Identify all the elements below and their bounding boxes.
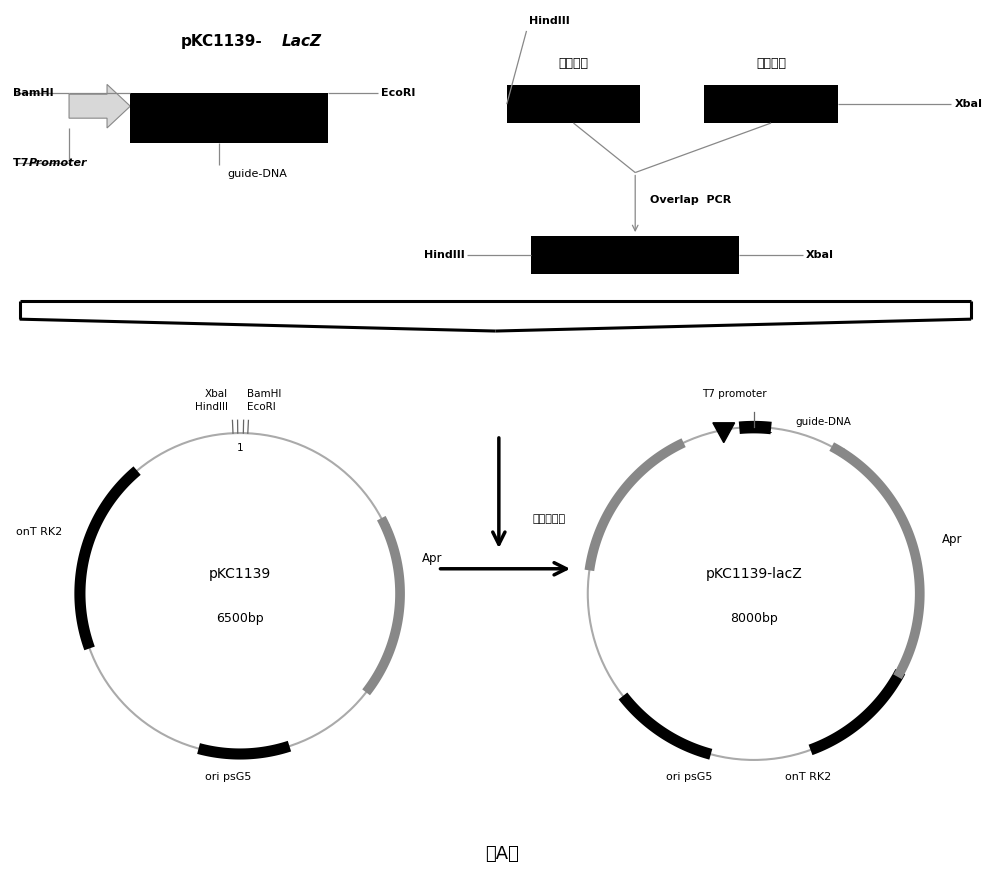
Text: EcoRI: EcoRI bbox=[247, 402, 276, 412]
Text: guide-DNA: guide-DNA bbox=[795, 417, 851, 427]
Bar bbox=[130, 93, 328, 143]
Text: Promoter: Promoter bbox=[29, 158, 87, 168]
Bar bbox=[507, 85, 640, 123]
Text: pKC1139-: pKC1139- bbox=[181, 34, 262, 49]
Text: 6500bp: 6500bp bbox=[216, 612, 264, 625]
Text: ori psG5: ori psG5 bbox=[205, 772, 251, 781]
Text: onT RK2: onT RK2 bbox=[785, 772, 831, 781]
Text: T7 promoter: T7 promoter bbox=[702, 389, 766, 400]
Text: Apr: Apr bbox=[422, 553, 442, 565]
Text: pKC1139-lacZ: pKC1139-lacZ bbox=[705, 567, 802, 581]
Text: EcoRI: EcoRI bbox=[381, 88, 416, 99]
Text: BamHI: BamHI bbox=[13, 88, 53, 99]
Polygon shape bbox=[69, 84, 130, 128]
Text: 下同源臂: 下同源臂 bbox=[756, 57, 786, 70]
Text: Overlap  PCR: Overlap PCR bbox=[650, 194, 731, 205]
Text: XbaI: XbaI bbox=[954, 99, 982, 109]
Bar bbox=[531, 236, 739, 274]
Text: Apr: Apr bbox=[941, 532, 962, 546]
Text: 上同源臂: 上同源臂 bbox=[558, 57, 588, 70]
Text: 1: 1 bbox=[237, 443, 243, 453]
Text: HindIII: HindIII bbox=[195, 402, 228, 412]
Text: ori psG5: ori psG5 bbox=[666, 772, 713, 781]
Text: 上下同源臂: 上下同源臂 bbox=[533, 514, 566, 524]
Text: BamHI: BamHI bbox=[247, 389, 281, 400]
Bar bbox=[704, 85, 838, 123]
Text: 8000bp: 8000bp bbox=[730, 612, 778, 625]
Text: HindIII: HindIII bbox=[424, 250, 464, 260]
Text: XbaI: XbaI bbox=[205, 389, 228, 400]
Text: 1: 1 bbox=[766, 425, 772, 435]
Text: XbaI: XbaI bbox=[806, 250, 834, 260]
Text: pKC1139: pKC1139 bbox=[209, 567, 271, 581]
Text: guide-DNA: guide-DNA bbox=[227, 169, 287, 179]
Text: T7: T7 bbox=[13, 158, 32, 168]
Text: LacZ: LacZ bbox=[281, 34, 321, 49]
Text: onT RK2: onT RK2 bbox=[16, 527, 62, 537]
Polygon shape bbox=[713, 422, 735, 443]
Text: （A）: （A） bbox=[485, 845, 519, 863]
Text: HindIII: HindIII bbox=[529, 16, 570, 26]
